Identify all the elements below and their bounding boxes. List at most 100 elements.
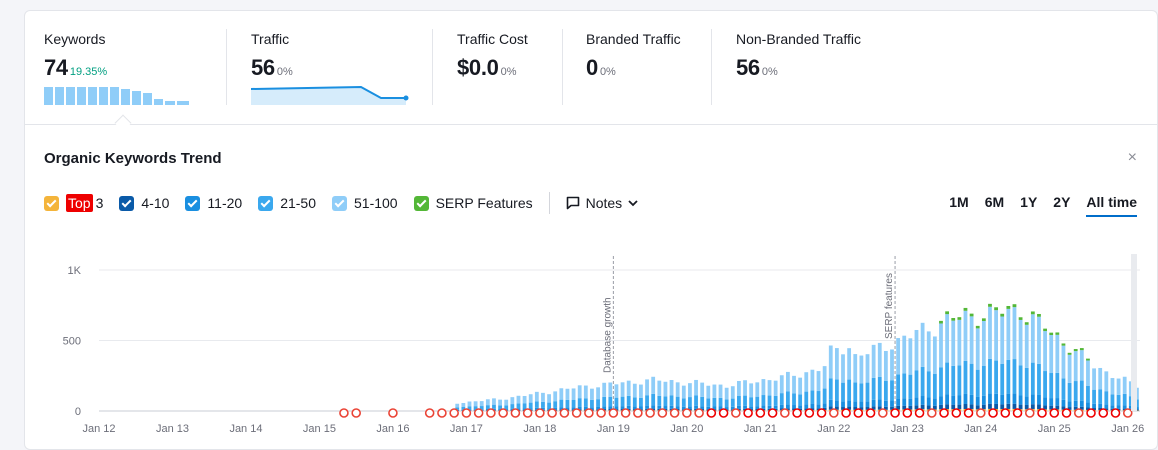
trend-bar-segment bbox=[933, 398, 937, 405]
google-update-icon bbox=[609, 409, 617, 417]
google-update-icon bbox=[671, 409, 679, 417]
trend-bar-segment bbox=[823, 389, 827, 404]
legend-21-50[interactable]: 21-50 bbox=[258, 195, 316, 211]
metric-label: Branded Traffic bbox=[586, 31, 681, 47]
serp-bar-segment bbox=[1000, 314, 1004, 317]
trend-bar-segment bbox=[676, 397, 680, 406]
checkbox-icon[interactable] bbox=[258, 196, 273, 211]
trend-bar-segment bbox=[651, 405, 655, 408]
trend-bar-segment bbox=[988, 393, 992, 403]
trend-bar-segment bbox=[908, 338, 912, 374]
trend-bar-segment bbox=[676, 382, 680, 396]
trend-bar-segment bbox=[810, 404, 814, 408]
google-update-icon bbox=[511, 409, 519, 417]
x-tick-label: Jan 20 bbox=[670, 423, 703, 435]
legend-51-100[interactable]: 51-100 bbox=[332, 195, 398, 211]
trend-bar-segment bbox=[547, 394, 551, 402]
trend-bar-segment bbox=[1006, 309, 1010, 360]
checkbox-icon[interactable] bbox=[332, 196, 347, 211]
trend-bar-segment bbox=[541, 402, 545, 408]
legend-top3[interactable]: Top 3 bbox=[44, 194, 103, 212]
trend-bar-segment bbox=[945, 314, 949, 362]
chevron-down-icon bbox=[627, 198, 639, 208]
trend-bar-segment bbox=[988, 404, 992, 409]
trend-bar-segment bbox=[1019, 405, 1023, 410]
metric-label: Traffic bbox=[251, 31, 293, 47]
google-update-icon bbox=[622, 409, 630, 417]
trend-bar-segment bbox=[1062, 378, 1066, 400]
trend-bar-segment bbox=[872, 400, 876, 407]
range-2y[interactable]: 2Y bbox=[1053, 194, 1070, 217]
trend-bar-segment bbox=[694, 395, 698, 405]
trend-bar-segment bbox=[970, 404, 974, 409]
close-icon[interactable]: × bbox=[1128, 149, 1137, 167]
legend-serp-features[interactable]: SERP Features bbox=[414, 195, 533, 211]
checkbox-icon[interactable] bbox=[414, 196, 429, 211]
trend-bar-segment bbox=[1019, 320, 1023, 366]
trend-bar-segment bbox=[670, 396, 674, 406]
trend-bar-segment bbox=[951, 396, 955, 405]
trend-bar-segment bbox=[1092, 404, 1096, 408]
trend-bar-segment bbox=[768, 406, 772, 409]
serp-bar-segment bbox=[1043, 329, 1047, 331]
sparkline-bar bbox=[88, 87, 97, 105]
trend-bar-segment bbox=[1037, 317, 1041, 364]
sparkline-bar bbox=[77, 87, 86, 105]
note-marker-icon bbox=[1099, 409, 1107, 417]
sparkline-bar bbox=[66, 87, 75, 105]
x-tick-label: Jan 18 bbox=[523, 423, 556, 435]
trend-bar-segment bbox=[988, 307, 992, 359]
trend-bar-segment bbox=[755, 397, 759, 406]
trend-bar-segment bbox=[749, 397, 753, 406]
trend-bar-segment bbox=[792, 376, 796, 394]
metric-change: 0% bbox=[762, 66, 778, 78]
trend-bar-segment bbox=[1117, 395, 1121, 406]
note-marker-icon bbox=[952, 409, 960, 417]
note-marker-icon bbox=[1063, 409, 1071, 417]
trend-bar-segment bbox=[1031, 404, 1035, 409]
trend-bar-segment bbox=[627, 396, 631, 406]
trend-bar-segment bbox=[455, 404, 459, 408]
trend-bar-segment bbox=[639, 398, 643, 407]
serp-bar-segment bbox=[939, 321, 943, 324]
trend-bar-segment bbox=[608, 382, 612, 396]
range-1y[interactable]: 1Y bbox=[1020, 194, 1037, 217]
sparkline-bar bbox=[121, 89, 130, 105]
trend-bar-segment bbox=[645, 395, 649, 405]
checkbox-icon[interactable] bbox=[44, 196, 59, 211]
trend-bar-segment bbox=[1013, 307, 1017, 359]
notes-dropdown[interactable]: Notes bbox=[566, 195, 646, 211]
trend-bar-segment bbox=[841, 401, 845, 407]
trend-bar-segment bbox=[688, 383, 692, 397]
sparkline-bar bbox=[132, 91, 141, 105]
range-all-time[interactable]: All time bbox=[1086, 194, 1137, 217]
range-1m[interactable]: 1M bbox=[949, 194, 968, 217]
serp-bar-segment bbox=[951, 318, 955, 321]
trend-bar-segment bbox=[523, 396, 527, 404]
trend-bar-segment bbox=[762, 395, 766, 406]
legend-4-10[interactable]: 4-10 bbox=[119, 195, 169, 211]
trend-bar-segment bbox=[798, 405, 802, 408]
range-6m[interactable]: 6M bbox=[985, 194, 1004, 217]
trend-bar-segment bbox=[1049, 373, 1053, 398]
checkbox-icon[interactable] bbox=[185, 196, 200, 211]
trend-bar-segment bbox=[1080, 401, 1084, 407]
google-update-icon bbox=[352, 409, 360, 417]
checkbox-icon[interactable] bbox=[119, 196, 134, 211]
trend-bar-segment bbox=[866, 354, 870, 382]
legend-11-20[interactable]: 11-20 bbox=[185, 195, 242, 211]
trend-bar-segment bbox=[768, 396, 772, 406]
trend-bar-segment bbox=[762, 379, 766, 395]
trend-bar-segment bbox=[1037, 364, 1041, 395]
serp-bar-segment bbox=[957, 317, 961, 320]
trend-bar-segment bbox=[1037, 404, 1041, 409]
serp-bar-segment bbox=[1006, 306, 1010, 309]
trend-bar-segment bbox=[817, 404, 821, 408]
